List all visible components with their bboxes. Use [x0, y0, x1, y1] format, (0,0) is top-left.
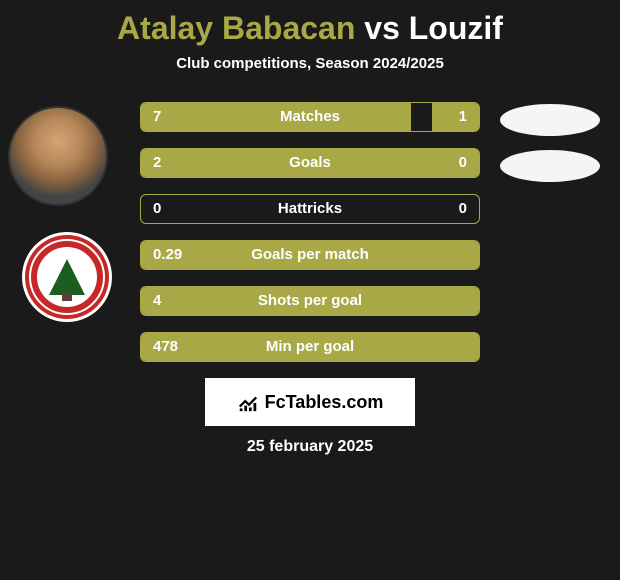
stat-value-left: 7 — [153, 103, 161, 131]
page-title: Atalay Babacan vs Louzif — [0, 0, 620, 47]
stat-row: Min per goal478 — [140, 332, 480, 362]
watermark: FcTables.com — [205, 378, 415, 426]
player2-name: Louzif — [409, 10, 503, 46]
stat-value-left: 0.29 — [153, 241, 182, 269]
stat-bars: Matches71Goals20Hattricks00Goals per mat… — [140, 102, 480, 362]
stat-value-left: 0 — [153, 195, 161, 223]
stat-label: Hattricks — [141, 195, 479, 223]
stat-row: Matches7 1 — [140, 102, 480, 132]
subtitle: Club competitions, Season 2024/2025 — [0, 55, 620, 72]
watermark-text: FcTables.com — [265, 392, 384, 413]
stat-row: Shots per goal4 — [140, 286, 480, 316]
stat-value-left: 4 — [153, 287, 161, 315]
stat-value-left: 478 — [153, 333, 178, 361]
club-badge — [22, 232, 112, 322]
stat-label: Goals — [141, 149, 479, 177]
stat-row: Goals2 0 — [140, 148, 480, 178]
player2-avatar-1 — [500, 104, 600, 136]
stat-row: Hattricks0 0 — [140, 194, 480, 224]
vs-text: vs — [364, 10, 400, 46]
stat-value-left: 2 — [153, 149, 161, 177]
stat-label: Matches — [141, 103, 479, 131]
player1-name: Atalay Babacan — [117, 10, 355, 46]
stat-row: Goals per match0.29 — [140, 240, 480, 270]
stat-label: Shots per goal — [141, 287, 479, 315]
chart-icon — [237, 391, 259, 413]
chart-area: Matches71Goals20Hattricks00Goals per mat… — [0, 102, 620, 362]
player2-avatar-2 — [500, 150, 600, 182]
stat-label: Min per goal — [141, 333, 479, 361]
stat-value-right: 0 — [459, 195, 467, 223]
stat-value-right: 0 — [459, 149, 467, 177]
stat-label: Goals per match — [141, 241, 479, 269]
stat-value-right: 1 — [459, 103, 467, 131]
date: 25 february 2025 — [0, 438, 620, 456]
player1-avatar — [8, 106, 108, 206]
